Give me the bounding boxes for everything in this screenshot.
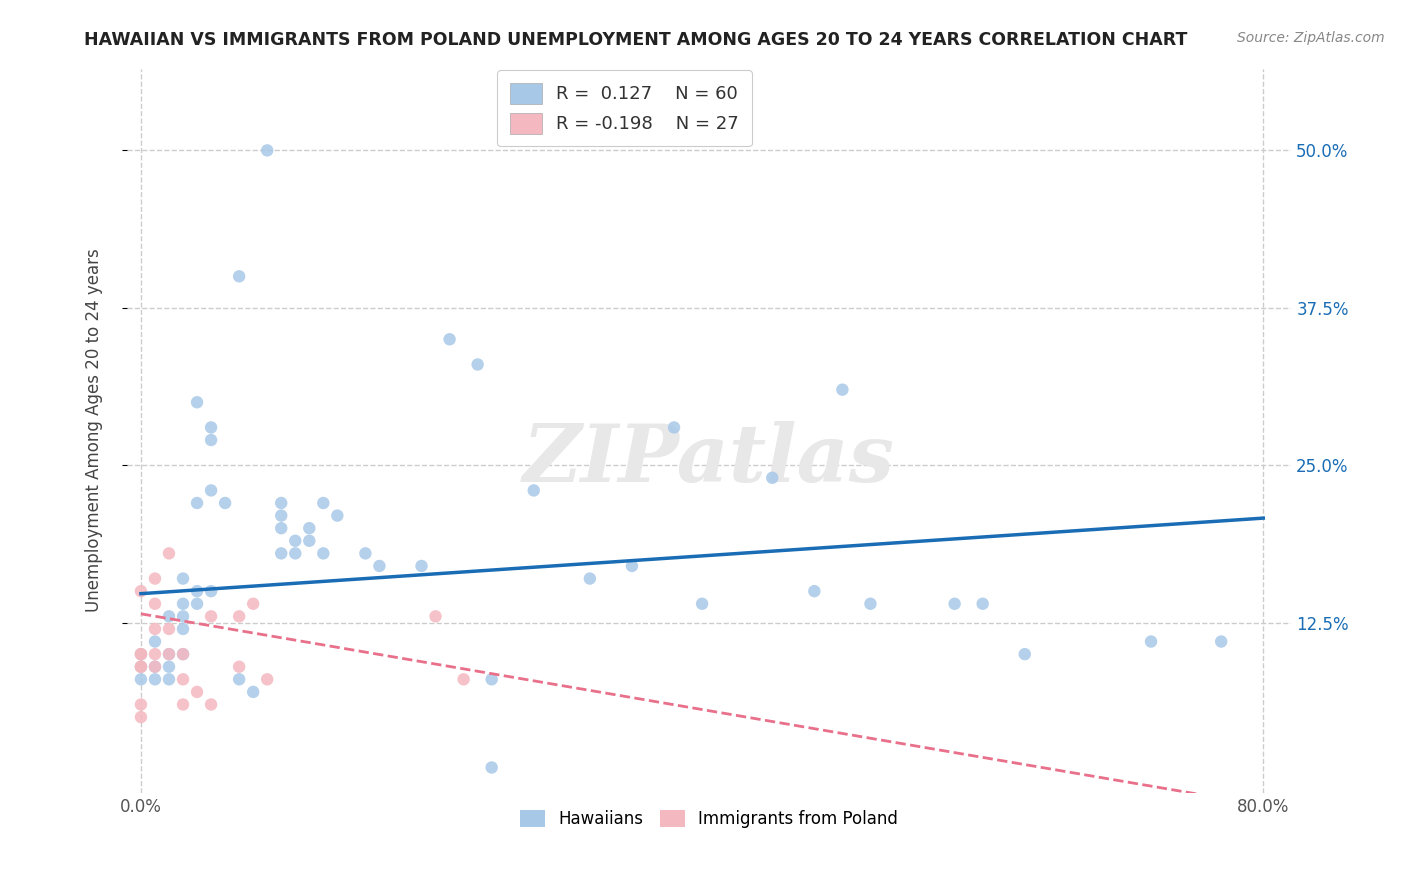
Point	[200, 483, 222, 498]
Point	[129, 647, 152, 661]
Point	[157, 609, 180, 624]
Point	[481, 673, 503, 687]
Point	[228, 659, 250, 673]
Point	[172, 597, 194, 611]
Point	[256, 144, 278, 158]
Point	[129, 647, 152, 661]
Point	[467, 358, 489, 372]
Point	[129, 584, 152, 599]
Point	[298, 521, 321, 535]
Point	[186, 395, 208, 409]
Y-axis label: Unemployment Among Ages 20 to 24 years: Unemployment Among Ages 20 to 24 years	[86, 249, 103, 613]
Point	[172, 698, 194, 712]
Point	[439, 332, 461, 346]
Point	[157, 647, 180, 661]
Point	[411, 558, 433, 573]
Point	[481, 760, 503, 774]
Point	[200, 433, 222, 447]
Point	[143, 659, 166, 673]
Text: HAWAIIAN VS IMMIGRANTS FROM POLAND UNEMPLOYMENT AMONG AGES 20 TO 24 YEARS CORREL: HAWAIIAN VS IMMIGRANTS FROM POLAND UNEMP…	[84, 31, 1188, 49]
Point	[157, 659, 180, 673]
Point	[1140, 634, 1163, 648]
Point	[143, 597, 166, 611]
Point	[129, 659, 152, 673]
Point	[453, 673, 475, 687]
Point	[270, 521, 292, 535]
Point	[200, 420, 222, 434]
Point	[1211, 634, 1233, 648]
Point	[200, 584, 222, 599]
Point	[579, 572, 602, 586]
Point	[172, 609, 194, 624]
Point	[157, 546, 180, 560]
Point	[186, 685, 208, 699]
Point	[129, 698, 152, 712]
Point	[157, 673, 180, 687]
Point	[143, 647, 166, 661]
Point	[1014, 647, 1036, 661]
Point	[143, 634, 166, 648]
Point	[620, 558, 643, 573]
Point	[803, 584, 825, 599]
Point	[172, 673, 194, 687]
Point	[172, 622, 194, 636]
Point	[214, 496, 236, 510]
Point	[228, 673, 250, 687]
Point	[284, 533, 307, 548]
Point	[425, 609, 447, 624]
Point	[129, 659, 152, 673]
Point	[186, 496, 208, 510]
Point	[172, 572, 194, 586]
Point	[972, 597, 994, 611]
Point	[143, 572, 166, 586]
Point	[143, 659, 166, 673]
Point	[143, 622, 166, 636]
Point	[143, 673, 166, 687]
Point	[312, 496, 335, 510]
Point	[761, 471, 783, 485]
Point	[242, 685, 264, 699]
Point	[326, 508, 349, 523]
Point	[859, 597, 882, 611]
Point	[242, 597, 264, 611]
Point	[662, 420, 685, 434]
Point	[172, 647, 194, 661]
Point	[157, 647, 180, 661]
Point	[523, 483, 546, 498]
Point	[943, 597, 966, 611]
Point	[129, 659, 152, 673]
Point	[228, 269, 250, 284]
Point	[354, 546, 377, 560]
Point	[831, 383, 853, 397]
Point	[270, 496, 292, 510]
Point	[284, 546, 307, 560]
Legend: Hawaiians, Immigrants from Poland: Hawaiians, Immigrants from Poland	[513, 804, 905, 835]
Point	[172, 647, 194, 661]
Point	[186, 597, 208, 611]
Point	[129, 710, 152, 724]
Point	[129, 647, 152, 661]
Point	[200, 698, 222, 712]
Point	[368, 558, 391, 573]
Point	[186, 584, 208, 599]
Point	[256, 673, 278, 687]
Point	[270, 546, 292, 560]
Point	[228, 609, 250, 624]
Point	[690, 597, 713, 611]
Point	[312, 546, 335, 560]
Point	[270, 508, 292, 523]
Point	[157, 622, 180, 636]
Point	[200, 609, 222, 624]
Point	[129, 673, 152, 687]
Text: Source: ZipAtlas.com: Source: ZipAtlas.com	[1237, 31, 1385, 45]
Point	[298, 533, 321, 548]
Text: ZIPatlas: ZIPatlas	[523, 421, 896, 499]
